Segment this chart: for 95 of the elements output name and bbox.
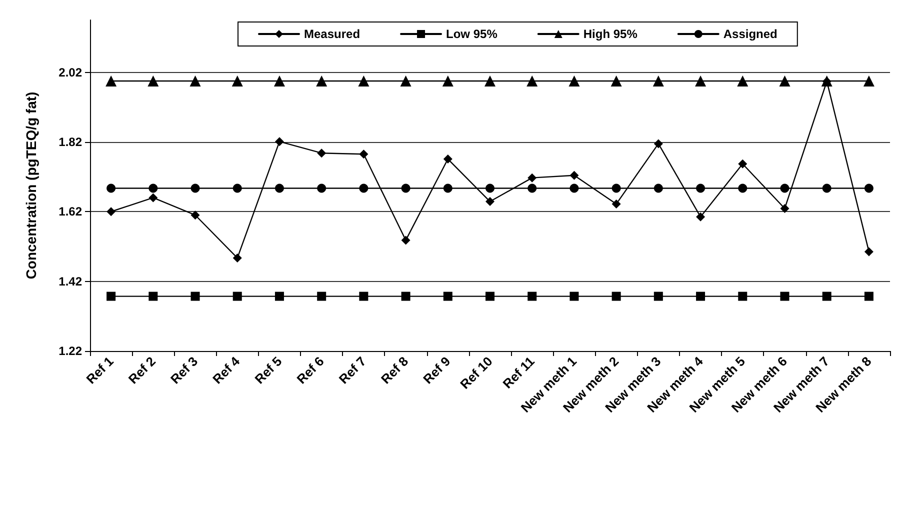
point [737,75,748,86]
y-tick-label: 1.42 [58,274,82,288]
point [695,75,706,86]
point [780,184,790,193]
x-tick-label: Ref 8 [378,354,412,387]
point [612,292,621,301]
point [780,292,790,301]
point [443,292,452,301]
point [528,173,537,182]
point [486,184,494,193]
point [106,207,116,216]
legend-label: High 95% [583,27,638,41]
point [738,184,748,193]
point [190,75,201,86]
point [526,75,538,86]
point [570,184,579,193]
y-tick-label: 1.62 [58,204,82,219]
x-tick-label: Ref 2 [125,354,158,387]
x-tick-label: Ref 7 [336,354,369,387]
point [864,247,874,256]
point [738,292,748,301]
point [696,292,706,301]
point [148,292,158,301]
point [612,199,621,208]
point [528,292,537,301]
x-tick-label: Ref 9 [420,354,454,387]
point [148,193,158,202]
point [738,159,748,168]
point [106,292,116,301]
point [274,292,284,301]
point [864,292,874,301]
x-tick-label: Ref 5 [252,354,285,387]
point [106,75,117,86]
x-tick-label: Ref 11 [500,354,538,392]
point [317,184,326,193]
point [568,75,580,86]
point [443,154,452,164]
point [486,292,494,301]
point [232,253,242,262]
point [401,236,410,245]
point [696,184,706,193]
x-tick-label: Ref 10 [457,354,496,392]
point [401,184,410,193]
point [570,292,579,301]
point [274,75,285,86]
point [652,75,664,86]
x-tick-label: Ref 4 [210,353,244,387]
point [654,292,663,301]
point [232,75,243,86]
legend-label: Measured [304,27,360,41]
point [190,210,200,220]
point [822,292,832,301]
point [779,75,790,86]
point [484,75,496,86]
point [190,292,200,301]
legend-label: Low 95% [446,27,498,41]
x-tick-label: Ref 3 [168,354,201,387]
point [654,184,663,193]
point [106,184,116,193]
x-tick-label: Ref 6 [294,354,327,387]
y-axis-title: Concentration (pgTEQ/g fat) [23,92,39,280]
point [780,204,790,213]
point [610,75,622,86]
y-tick-label: 1.22 [58,344,82,358]
point [863,75,874,86]
x-tick-label: Ref 1 [83,354,116,387]
point [148,75,159,86]
point [654,139,663,148]
point [486,197,494,206]
y-tick-label: 1.82 [58,134,82,149]
point [822,184,832,193]
point [359,150,368,159]
point [401,292,410,301]
point [612,184,621,193]
point [190,184,200,193]
point [317,292,326,301]
y-tick-label: 2.02 [58,65,82,80]
point [359,184,368,193]
point [358,75,370,86]
point [696,212,706,222]
point [442,75,454,86]
point [443,184,452,193]
point [148,184,158,193]
point [400,75,412,86]
point [359,292,368,301]
point [570,170,579,180]
point [317,148,326,158]
point [232,184,242,193]
legend-label: Assigned [723,27,778,41]
point [232,292,242,301]
point [528,184,537,193]
point [274,184,284,193]
point [864,184,874,193]
point [316,75,328,86]
point [274,137,284,146]
